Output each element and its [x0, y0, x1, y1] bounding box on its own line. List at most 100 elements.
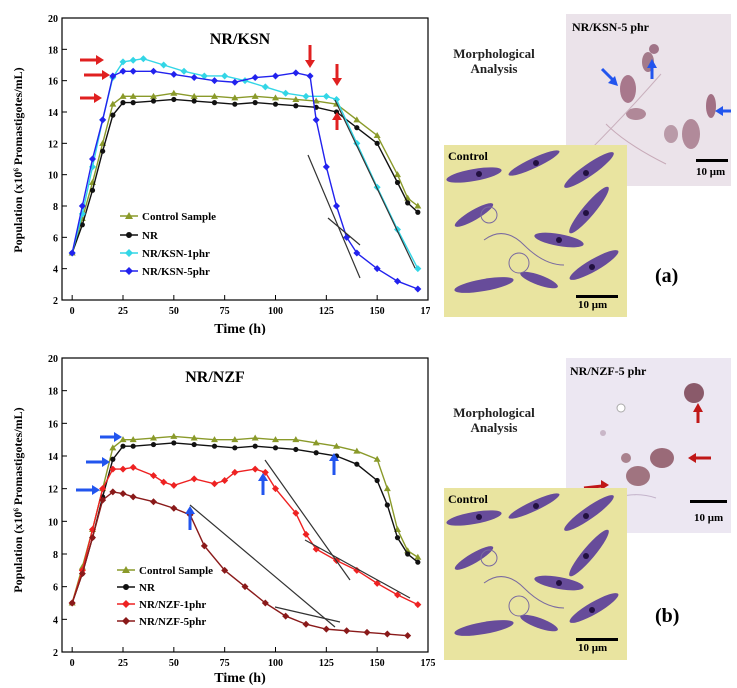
data-point	[374, 477, 380, 484]
data-point	[129, 67, 137, 75]
data-point	[129, 56, 137, 64]
data-point	[160, 478, 168, 486]
series-line	[71, 92, 419, 254]
y-tick-label: 12	[48, 485, 58, 496]
data-point	[129, 92, 137, 99]
data-point	[150, 92, 157, 99]
x-tick-label: 100	[268, 658, 283, 669]
data-point	[414, 202, 422, 209]
y-tick-label: 10	[48, 171, 58, 182]
red-arrow-icon	[693, 403, 703, 423]
micrograph-treated-a: NR/KSN-5 phr 10 μm	[566, 14, 731, 186]
blue-arrow-icon	[86, 457, 110, 467]
data-point	[394, 277, 401, 285]
series-line	[71, 491, 408, 637]
svg-text:NR: NR	[142, 230, 159, 242]
data-point	[99, 496, 107, 504]
treated-scale-a: 10 μm	[696, 166, 726, 178]
data-point	[302, 530, 310, 538]
data-point	[120, 100, 126, 106]
x-tick-label: 0	[70, 658, 75, 669]
data-point	[190, 92, 198, 99]
data-point	[211, 92, 218, 99]
red-arrow-icon	[305, 45, 315, 68]
morph-label-b: Morphological Analysis	[453, 405, 535, 435]
red-arrow-icon	[332, 64, 342, 86]
series-line	[71, 435, 419, 604]
data-point	[211, 436, 218, 443]
data-point	[302, 620, 310, 628]
data-point	[415, 209, 421, 215]
data-point	[89, 187, 96, 193]
scale-bar	[690, 500, 727, 503]
data-point	[292, 95, 300, 102]
y-tick-label: 2	[53, 296, 58, 307]
red-arrow-icon	[332, 112, 342, 130]
svg-text:NR/NZF-5phr: NR/NZF-5phr	[139, 616, 206, 628]
blue-arrow-icon	[715, 106, 731, 116]
data-point	[251, 74, 259, 82]
data-point	[383, 630, 391, 638]
svg-text:Control Sample: Control Sample	[142, 211, 216, 223]
data-point	[89, 155, 96, 163]
data-point	[394, 171, 401, 178]
data-point	[150, 434, 157, 441]
data-point	[200, 542, 208, 550]
legend-item-nzf5-b: NR/NZF-5phr	[117, 616, 206, 628]
data-point	[78, 202, 86, 210]
data-point	[130, 100, 136, 106]
data-point	[394, 179, 401, 186]
y-tick-label: 16	[48, 419, 58, 430]
plot-frame	[61, 17, 429, 301]
y-tick-label: 8	[53, 550, 58, 561]
data-point	[272, 436, 279, 443]
x-tick-label: 175	[421, 658, 436, 669]
data-point	[99, 485, 107, 493]
chart-b: 0 25 50 75 100 125 150 175 2 4 6 8 10 12 14 16 18 20 NR/N…	[11, 354, 436, 685]
data-point	[68, 249, 76, 257]
x-tick-label: 75	[220, 306, 230, 317]
data-point	[171, 440, 177, 446]
legend-item-ksn5-a: NR/KSN-5phr	[120, 266, 210, 278]
legend-item-control-b: Control Sample	[117, 565, 213, 577]
data-point	[191, 441, 197, 448]
svg-text:NR/NZF-1phr: NR/NZF-1phr	[139, 599, 206, 611]
data-point	[89, 534, 96, 542]
data-point	[119, 92, 127, 99]
blue-arrow-icon	[329, 453, 339, 475]
y-tick-label: 14	[48, 452, 58, 463]
svg-text:NR/KSN-1phr: NR/KSN-1phr	[142, 248, 210, 260]
fit-lines-b	[189, 459, 411, 628]
data-point	[139, 55, 147, 63]
control-label-a: Control	[448, 149, 488, 163]
data-point	[170, 432, 178, 439]
x-tick-label: 50	[169, 658, 179, 669]
data-point	[302, 92, 310, 100]
red-arrows-a	[80, 45, 342, 130]
data-point	[241, 583, 249, 591]
data-point	[353, 116, 361, 123]
data-point	[211, 100, 218, 106]
chart-title-b: NR/NZF	[185, 369, 245, 386]
blue-arrow-icon	[185, 506, 195, 530]
data-point	[282, 612, 290, 620]
data-point	[120, 443, 126, 449]
data-point	[312, 116, 320, 124]
data-point	[322, 625, 330, 633]
data-point	[109, 444, 117, 451]
data-point	[261, 83, 269, 91]
data-point	[231, 468, 239, 476]
chart-a: 0 25 50 75 100 125 150 175 2 4 6 8 10 12 14 16 18 20 NR/K…	[11, 14, 430, 335]
data-point	[353, 447, 361, 454]
morph-label-a: Morphological Analysis	[453, 46, 535, 76]
legend-item-ksn1-a: NR/KSN-1phr	[120, 248, 210, 260]
y-axis-label-b: Population (x10⁶ Promastigotes/mL)	[11, 407, 25, 592]
data-point	[414, 285, 422, 293]
data-point	[170, 89, 178, 96]
data-point	[100, 148, 106, 154]
data-point	[293, 103, 299, 109]
data-point	[231, 436, 239, 443]
panel-letter-a: (a)	[655, 265, 679, 287]
fit-lines-a	[307, 99, 416, 279]
data-point	[190, 434, 198, 441]
